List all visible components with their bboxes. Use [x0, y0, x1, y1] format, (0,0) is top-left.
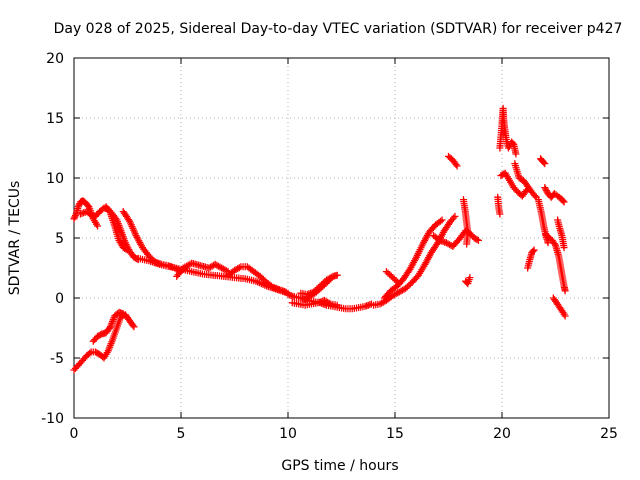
data-point-sat-z [541, 184, 549, 192]
y-tick-label: 20 [46, 51, 64, 67]
data-point-sat-l [451, 212, 459, 220]
data-point-sat-n [394, 278, 402, 286]
data-point-sat-q [463, 240, 471, 248]
data-point-sat-o [473, 236, 481, 244]
data-point-sat-a [71, 212, 79, 220]
data-point-sat-n [390, 275, 398, 283]
x-tick-label: 25 [600, 426, 618, 442]
data-point-sat-n [387, 272, 395, 280]
data-point-sat-g [259, 275, 267, 283]
data-point-sat-k [316, 285, 324, 293]
y-tick-label: -10 [41, 411, 64, 427]
y-axis-label: SDTVAR / TECUs [7, 181, 23, 296]
data-point-sat-k [319, 282, 327, 290]
data-point-sat-k [325, 276, 333, 284]
chart-title: Day 028 of 2025, Sidereal Day-to-day VTE… [54, 21, 623, 37]
data-point-sat-x [544, 239, 552, 247]
data-point-sat-c [124, 246, 131, 254]
data-point-sat-l [403, 283, 411, 291]
data-point-sat-n [395, 280, 403, 288]
data-point-sat-n [389, 274, 397, 282]
data-point-sat-p [452, 161, 460, 168]
data-point-sat-a [70, 215, 78, 223]
data-point-sat-w [529, 247, 537, 255]
data-point-sat-c [122, 245, 130, 253]
data-point-sat-m [438, 216, 446, 224]
y-tick-label: 15 [46, 111, 64, 127]
data-point-sat-o [474, 236, 482, 244]
data-point-sat-l [402, 284, 410, 292]
y-tick-label: 0 [55, 291, 64, 307]
data-point-sat-i [333, 301, 341, 309]
data-point-sat-g [256, 272, 264, 280]
data-point-sat-z [559, 197, 567, 205]
data-point-sat-k [327, 275, 335, 283]
y-tick-label: 5 [55, 231, 64, 247]
data-point-sat-ac [561, 312, 569, 320]
data-point-sat-j [333, 271, 341, 279]
data-point-sat-v [531, 192, 539, 200]
data-point-sat-n [392, 277, 400, 285]
data-point-sat-t [509, 139, 517, 147]
data-point-sat-ad [86, 349, 94, 357]
data-point-sat-i [325, 299, 333, 307]
data-point-sat-ab [560, 244, 568, 252]
data-point-sat-s [496, 210, 504, 218]
data-point-sat-ad [130, 323, 138, 331]
data-point-sat-k [314, 287, 322, 295]
data-point-sat-z [542, 187, 550, 195]
data-point-sat-aa [561, 287, 569, 295]
x-tick-label: 5 [177, 426, 186, 442]
data-point-sat-ad [129, 321, 137, 329]
data-point-sat-k [320, 281, 328, 289]
data-point-sat-a [74, 203, 82, 211]
data-point-sat-l [405, 281, 413, 289]
data-point-sat-k [322, 279, 330, 287]
data-point-sat-z [542, 185, 550, 193]
data-point-sat-g [258, 274, 266, 282]
data-point-sat-a [94, 222, 102, 230]
data-point-sat-t [512, 150, 520, 158]
data-point-sat-m [436, 217, 444, 225]
data-point-sat-a [75, 201, 83, 209]
data-point-sat-l [449, 214, 457, 222]
x-tick-label: 0 [70, 426, 79, 442]
data-point-sat-n [384, 269, 392, 277]
data-point-sat-y [540, 158, 548, 166]
axis-ticks: 0 5 10 15 20 25 -10 -5 0 5 10 15 20 [41, 51, 618, 442]
data-point-sat-n [382, 268, 390, 276]
data-point-sat-w [530, 246, 538, 254]
data-point-sat-k [317, 284, 325, 292]
x-tick-label: 10 [279, 426, 297, 442]
y-tick-label: -5 [50, 351, 64, 367]
data-point-sat-p [453, 162, 461, 170]
y-tick-label: 10 [46, 171, 64, 187]
data-point-sat-ae [119, 310, 127, 318]
data-point-sat-f [222, 267, 230, 275]
x-axis-label: GPS time / hours [281, 458, 398, 474]
data-point-sat-aa [550, 240, 558, 248]
x-tick-label: 20 [493, 426, 511, 442]
x-tick-label: 15 [386, 426, 404, 442]
data-points [70, 104, 569, 374]
data-point-sat-a [71, 213, 79, 221]
data-point-sat-g [235, 264, 243, 272]
data-point-sat-n [386, 271, 394, 279]
data-point-sat-c [105, 207, 113, 215]
data-point-sat-r [466, 274, 474, 282]
grid [74, 58, 609, 418]
data-point-sat-y [541, 160, 549, 168]
data-point-sat-t [504, 144, 512, 152]
data-point-sat-k [324, 278, 332, 286]
data-point-sat-z [560, 198, 568, 206]
